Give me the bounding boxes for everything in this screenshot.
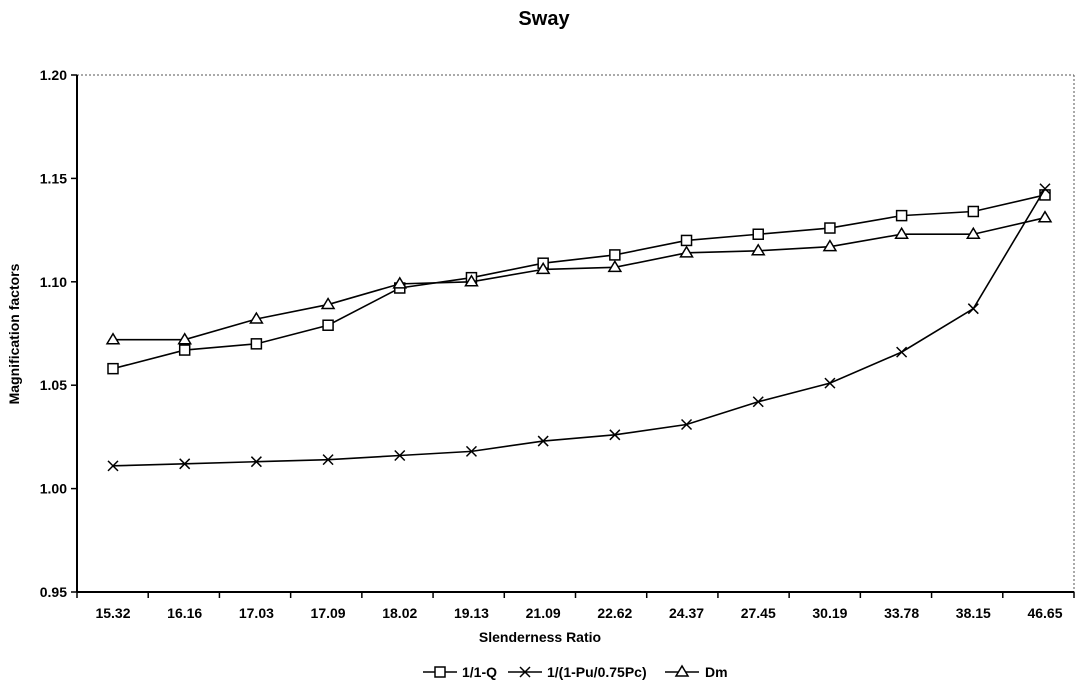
data-point <box>609 429 621 441</box>
x-tick-label: 30.19 <box>812 605 847 621</box>
x-tick-label: 24.37 <box>669 605 704 621</box>
legend-marker <box>519 666 531 678</box>
data-point <box>105 332 121 345</box>
x-tick-label: 33.78 <box>884 605 919 621</box>
data-point <box>537 435 549 447</box>
data-point <box>967 205 980 218</box>
data-point <box>250 338 263 350</box>
data-point <box>322 319 334 331</box>
legend-marker <box>674 664 690 677</box>
y-tick-label: 1.20 <box>40 67 67 83</box>
chart-title: Sway <box>518 8 570 30</box>
y-ticks: 0.95 1.00 1.05 1.10 1.15 1.20 <box>40 67 77 600</box>
x-tick-label: 46.65 <box>1027 605 1062 621</box>
plot-area <box>76 74 1075 593</box>
x-ticks: 15.32 16.16 17.03 17.09 18.02 19.13 21.09 22.62… <box>76 592 1075 621</box>
x-tick-label: 16.16 <box>167 605 202 621</box>
y-tick-label: 1.05 <box>40 377 67 393</box>
legend-label: 1/1-Q <box>462 664 497 680</box>
series-x <box>107 183 1051 472</box>
data-point <box>465 445 477 457</box>
x-tick-label: 19.13 <box>454 605 489 621</box>
y-axis-title: Magnification factors <box>6 263 22 404</box>
legend-label: Dm <box>705 664 728 680</box>
data-point <box>322 454 334 466</box>
data-point <box>177 332 193 345</box>
data-point <box>967 303 979 315</box>
data-point <box>1039 183 1051 195</box>
data-point <box>107 460 119 472</box>
data-point <box>250 456 262 468</box>
legend: 1/1-Q 1/(1-Pu/0.75Pc) Dm <box>423 664 728 680</box>
data-point <box>750 243 766 256</box>
data-point <box>965 226 981 239</box>
y-tick-label: 0.95 <box>40 584 67 600</box>
legend-label: 1/(1-Pu/0.75Pc) <box>547 664 647 680</box>
series-line <box>113 216 1046 341</box>
data-point <box>1037 210 1053 223</box>
x-tick-label: 27.45 <box>741 605 776 621</box>
x-tick-label: 17.09 <box>311 605 346 621</box>
x-tick-label: 38.15 <box>956 605 991 621</box>
legend-marker <box>434 666 446 678</box>
x-axis-title: Slenderness Ratio <box>479 629 601 645</box>
x-tick-label: 22.62 <box>597 605 632 621</box>
data-point <box>752 396 764 408</box>
x-tick-label: 15.32 <box>95 605 130 621</box>
data-point <box>609 249 621 261</box>
data-point <box>894 226 909 239</box>
series-square <box>107 189 1051 375</box>
series-triangle <box>105 210 1053 345</box>
data-point <box>681 418 693 431</box>
x-tick-label: 21.09 <box>526 605 561 621</box>
data-point <box>320 297 336 310</box>
data-point <box>392 276 408 289</box>
data-point <box>179 458 191 470</box>
legend-item: 1/(1-Pu/0.75Pc) <box>508 664 647 680</box>
legend-item: 1/1-Q <box>423 664 497 680</box>
data-point <box>107 362 119 375</box>
data-point <box>824 377 836 389</box>
series-line <box>112 188 1046 467</box>
y-tick-label: 1.10 <box>40 274 67 290</box>
y-tick-label: 1.00 <box>40 481 67 497</box>
data-point <box>680 234 693 247</box>
data-point <box>394 449 406 462</box>
data-point <box>535 261 551 275</box>
x-tick-label: 18.02 <box>382 605 417 621</box>
data-point <box>824 222 836 234</box>
data-point <box>752 228 764 240</box>
data-point <box>679 245 694 258</box>
series-line <box>112 194 1046 370</box>
data-point <box>607 259 623 273</box>
data-point <box>896 346 908 358</box>
series-layer <box>105 183 1053 472</box>
data-point <box>178 344 191 356</box>
data-point <box>464 274 479 287</box>
data-point <box>822 239 838 252</box>
legend-item: Dm <box>665 664 728 680</box>
x-tick-label: 17.03 <box>239 605 274 621</box>
data-point <box>249 311 264 324</box>
y-tick-label: 1.15 <box>40 170 67 186</box>
data-point <box>895 209 908 222</box>
